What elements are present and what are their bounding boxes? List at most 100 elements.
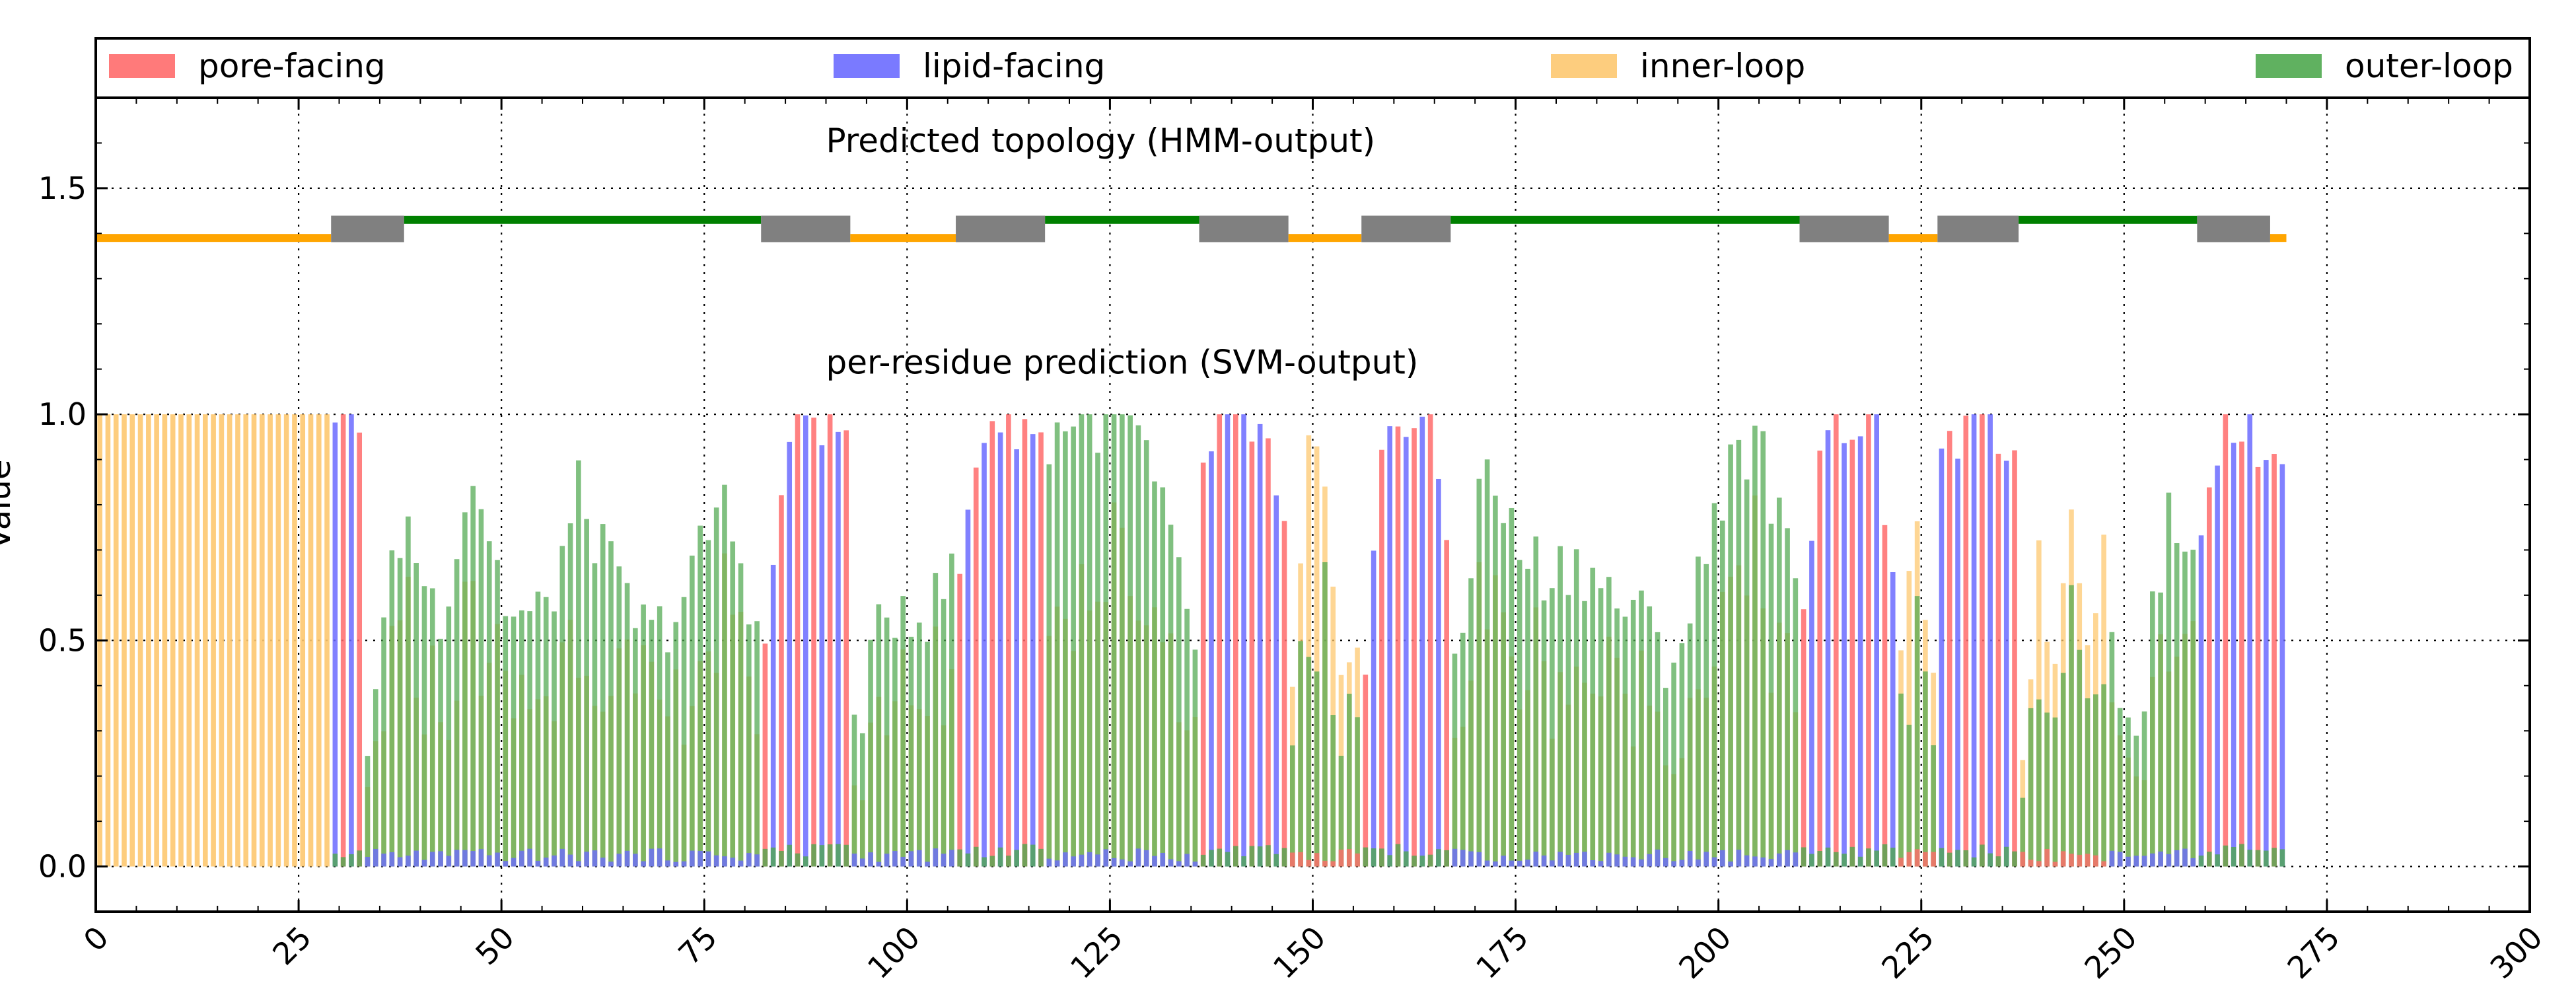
inner-loop-bar [316,414,322,867]
outer-loop-bar [478,509,484,867]
lipid-facing-bar [868,852,873,867]
outer-loop-bar [576,460,581,867]
legend: pore-facing lipid-facing inner-loop oute… [94,37,2531,99]
outer-loop-bar [1355,717,1360,867]
pore-facing-bar [2272,454,2277,867]
pore-facing-bar [1849,439,1855,867]
legend-label-outer-loop: outer-loop [2345,47,2513,85]
outer-loop-bar [1281,848,1287,867]
pore-facing-bar [1266,438,1271,867]
lipid-facing-bar [1874,414,1879,867]
lipid-facing-bar [1509,860,1515,867]
outer-loop-bar [965,853,971,867]
outer-loop-bar [973,846,979,867]
lipid-facing-bar [1468,851,1474,867]
outer-loop-bar [787,844,793,867]
inner-loop-bar [235,414,240,867]
outer-loop-bar [462,512,468,867]
outer-loop-bar [1079,414,1085,867]
outer-loop-bar [2207,852,2212,867]
lipid-facing-bar [641,861,646,867]
outer-loop-bar [1793,578,1799,867]
outer-loop-bar [446,606,452,867]
lipid-facing-bar [1225,414,1231,867]
legend-swatch-outer-loop [2256,54,2322,78]
lipid-facing-bar [1720,850,1725,867]
lipid-facing-bar [2279,464,2285,867]
lipid-facing-bar [1103,849,1109,867]
lipid-facing-bar [1598,861,1604,867]
lipid-facing-bar [1728,862,1733,867]
outer-loop-bar [1249,846,1255,867]
lipid-facing-bar [1825,430,1831,867]
outer-loop-bar [429,588,435,867]
pore-facing-bar [1306,860,1312,867]
outer-loop-bar [649,620,655,867]
lipid-facing-bar [1192,862,1198,867]
outer-loop-bar [608,541,614,867]
outer-loop-bar [397,558,403,867]
pore-facing-bar [2028,860,2034,867]
outer-loop-bar [2263,850,2269,867]
outer-loop-bar [2052,717,2058,867]
lipid-facing-bar [421,860,427,867]
outer-loop-bar [1030,844,1036,867]
outer-loop-bar [925,642,930,867]
inner-loop-bar [1314,446,1320,867]
outer-loop-bar [1063,431,1068,867]
lipid-facing-bar [1387,426,1392,867]
lipid-facing-bar [1987,414,1993,867]
outer-loop-bar [1825,847,1831,867]
pore-facing-bar [1980,414,1985,867]
outer-loop-bar [1842,854,1847,867]
lipid-facing-bar [1655,849,1661,867]
outer-loop-bar [1760,431,1766,867]
lipid-facing-bar [859,858,865,867]
outer-loop-bar [1736,439,1742,867]
outer-loop-bar [827,844,833,867]
outer-loop-bar [1257,846,1263,867]
inner-loop-bar [178,414,184,867]
lipid-facing-bar [2126,856,2131,867]
lipid-facing-bar [941,854,947,867]
outer-loop-bar [1501,523,1506,867]
lipid-facing-bar [1476,852,1482,867]
lipid-facing-bar [1120,859,1125,867]
lipid-facing-bar [1135,848,1141,867]
outer-loop-bar [1614,608,1620,867]
outer-loop-bar [1476,478,1482,867]
lipid-facing-bar [1095,854,1100,867]
outer-loop-bar [811,844,816,867]
outer-loop-bar [470,486,476,867]
outer-loop-bar [1452,653,1458,867]
outer-loop-bar [600,524,606,867]
outer-loop-bar [884,617,890,867]
outer-loop-bar [1192,649,1198,867]
outer-loop-bar [2036,699,2042,867]
pore-facing-bar [2093,855,2098,867]
topology-outer-segment [1045,215,1199,224]
outer-loop-bar [1639,590,1644,867]
outer-loop-bar [1874,850,1879,867]
outer-loop-bar [1314,671,1320,867]
pore-facing-bar [1355,853,1360,867]
topology-track [96,215,2287,242]
outer-loop-bar [1363,847,1369,867]
bars [97,414,2285,867]
legend-swatch-lipid-facing [834,54,900,78]
pore-facing-bar [827,414,833,867]
pore-facing-bar [1346,849,1352,867]
pore-facing-bar [2255,466,2261,867]
lipid-facing-bar [2150,853,2155,867]
pore-facing-bar [973,467,979,867]
lipid-facing-bar [1143,850,1149,867]
outer-loop-bar [1866,848,1871,867]
inner-loop-bar [283,414,289,867]
pore-facing-bar [2069,854,2074,867]
lipid-facing-bar [2109,850,2115,867]
outer-loop-bar [552,611,557,867]
outer-loop-bar [868,640,873,867]
lipid-facing-bar [1176,861,1182,867]
lipid-facing-bar [1842,443,1847,867]
lipid-facing-bar [1582,852,1587,867]
